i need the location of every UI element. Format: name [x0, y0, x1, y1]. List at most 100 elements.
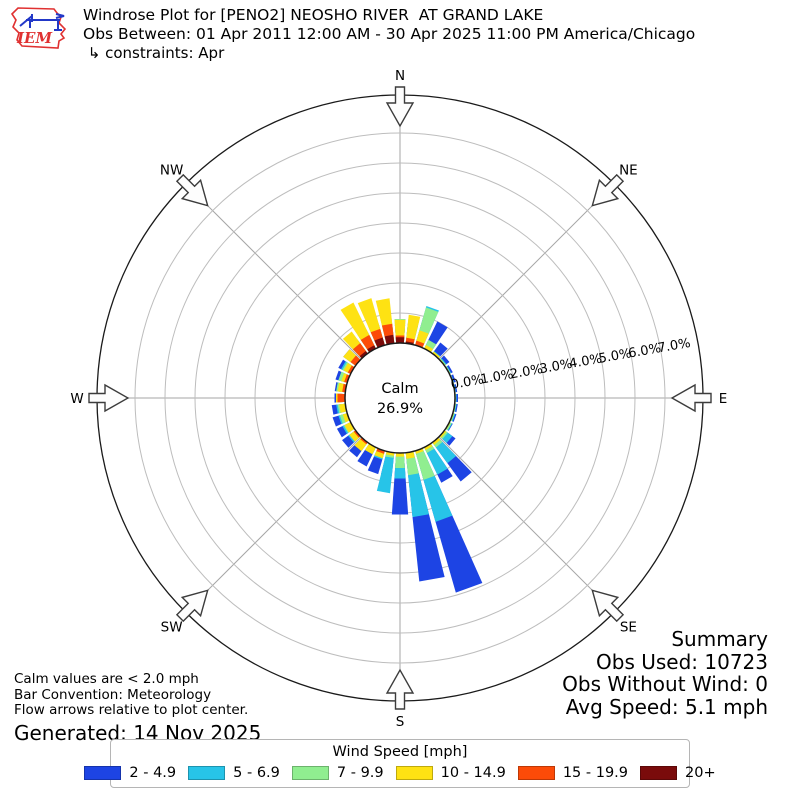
- legend-label: 2 - 4.9: [129, 765, 177, 781]
- legend-item: 10 - 14.9: [395, 765, 506, 781]
- radial-tick-label: 4.0%: [568, 351, 603, 372]
- windrose-bar-segment: [415, 340, 425, 348]
- compass-label: SW: [161, 619, 183, 635]
- radial-tick-label: 7.0%: [657, 336, 692, 357]
- notes-block: Calm values are < 2.0 mph Bar Convention…: [14, 671, 261, 744]
- windrose-bar-segment: [445, 422, 452, 431]
- windrose-bar-segment: [395, 453, 405, 468]
- grid-spoke: [438, 183, 615, 360]
- windrose-bar-segment: [337, 393, 345, 403]
- grid-spoke: [185, 436, 362, 613]
- windrose-bar-segment: [374, 337, 385, 348]
- windrose-bar-segment: [424, 443, 433, 451]
- page-subtitle: Obs Between: 01 Apr 2011 12:00 AM - 30 A…: [83, 25, 696, 43]
- iem-logo-text: IEM: [16, 29, 52, 47]
- title-block: Windrose Plot for [PENO2] NEOSHO RIVER A…: [83, 6, 695, 63]
- iem-logo: IEM: [10, 7, 67, 49]
- legend-swatch: [84, 766, 122, 780]
- legend-label: 15 - 19.9: [562, 765, 629, 781]
- legend-swatch: [640, 766, 678, 780]
- radial-tick-label: 0.0%: [450, 372, 485, 393]
- legend-item: 15 - 19.9: [517, 765, 629, 781]
- grid-circle: [194, 192, 606, 604]
- windrose-bar-segment: [415, 448, 424, 454]
- windrose-bar-segment: [439, 355, 450, 366]
- grid-circle: [164, 162, 636, 634]
- legend-item: 20+: [640, 765, 716, 781]
- note-calm-threshold: Calm values are < 2.0 mph: [14, 671, 199, 687]
- grid-spoke: [185, 183, 362, 360]
- windrose-bar-segment: [395, 337, 405, 343]
- radial-tick-label: 6.0%: [627, 341, 662, 362]
- legend-swatch: [291, 766, 329, 780]
- legend-items: 2 - 4.9 5 - 6.9 7 - 9.9 10 - 14.9 15 - 19.9 2…: [84, 765, 716, 781]
- windrose-bar-segment: [353, 430, 361, 438]
- flow-arrow: [591, 589, 625, 623]
- legend-label: 5 - 6.9: [233, 765, 280, 781]
- windrose-bar-segment: [405, 451, 415, 459]
- note-flow-arrows: Flow arrows relative to plot center.: [14, 702, 249, 718]
- flow-arrow: [591, 173, 625, 207]
- radial-tick-label: 2.0%: [509, 362, 544, 383]
- windrose-bar-segment: [359, 350, 368, 359]
- compass-label: E: [719, 391, 728, 407]
- compass-label: SE: [620, 619, 637, 635]
- weather-vane-glyph: [19, 13, 65, 31]
- page-title: Windrose Plot for [PENO2] NEOSHO RIVER A…: [83, 6, 544, 24]
- calm-value: 26.9%: [377, 401, 423, 417]
- legend-box: Wind Speed [mph] 2 - 4.9 5 - 6.9 7 - 9.9 10…: [84, 739, 716, 788]
- grid-circle: [134, 132, 666, 664]
- flow-arrow: [385, 668, 415, 710]
- flow-arrow: [175, 173, 209, 207]
- radial-tick-label: 1.0%: [479, 367, 514, 388]
- flow-arrow: [670, 383, 712, 413]
- compass-label: NE: [619, 163, 638, 179]
- legend-item: 7 - 9.9: [291, 765, 384, 781]
- legend-label: 7 - 9.9: [336, 765, 384, 781]
- windrose-bar-segment: [395, 453, 405, 457]
- grid-spoke: [438, 436, 615, 613]
- calm-label: Calm: [381, 381, 418, 397]
- radial-tick-label: 3.0%: [538, 357, 573, 378]
- summary-obs-without-wind: Obs Without Wind: 0: [562, 672, 768, 696]
- windrose-bar-segment: [384, 334, 395, 345]
- windrose-bar-segment: [342, 413, 350, 423]
- windrose-bar-segment: [432, 351, 440, 359]
- windrose-bar-segment: [405, 314, 421, 345]
- legend-swatch: [188, 766, 226, 780]
- legend-swatch: [395, 766, 433, 780]
- page-constraints: ↳ constraints: Apr: [83, 44, 225, 62]
- compass-label: N: [395, 68, 405, 84]
- windrose-bar-segment: [350, 355, 361, 366]
- windrose-bar-segment: [439, 430, 447, 438]
- compass-label: NW: [160, 163, 183, 179]
- flow-arrow: [88, 383, 130, 413]
- calm-circle: [344, 342, 456, 454]
- flow-arrow: [385, 86, 415, 128]
- legend-item: 5 - 6.9: [188, 765, 280, 781]
- windrose-bar-segment: [344, 374, 350, 383]
- summary-block: Summary Obs Used: 10723 Obs Without Wind…: [562, 628, 768, 718]
- compass-label: S: [396, 714, 405, 730]
- compass-label: W: [70, 391, 83, 407]
- radial-tick-label: 5.0%: [597, 346, 632, 367]
- windrose-bar-segment: [360, 437, 368, 445]
- note-bar-convention: Bar Convention: Meteorology: [14, 686, 212, 703]
- summary-avg-speed: Avg Speed: 5.1 mph: [565, 694, 768, 719]
- windrose-bar-segment: [432, 437, 441, 446]
- summary-title: Summary: [671, 627, 768, 651]
- grid-circle: [254, 252, 546, 544]
- legend-swatch: [517, 766, 555, 780]
- windrose-bar-segment: [424, 344, 434, 353]
- windrose-bar-segment: [424, 443, 448, 475]
- legend-label: 20+: [685, 765, 716, 781]
- legend-item: 2 - 4.9: [84, 765, 176, 781]
- summary-obs-used: Obs Used: 10723: [596, 649, 768, 674]
- windrose-bar-segment: [415, 448, 435, 480]
- windrose-bar-segment: [367, 345, 376, 353]
- flow-arrow: [175, 589, 209, 623]
- iowa-outline: [10, 7, 67, 49]
- grid-circle: [224, 222, 576, 574]
